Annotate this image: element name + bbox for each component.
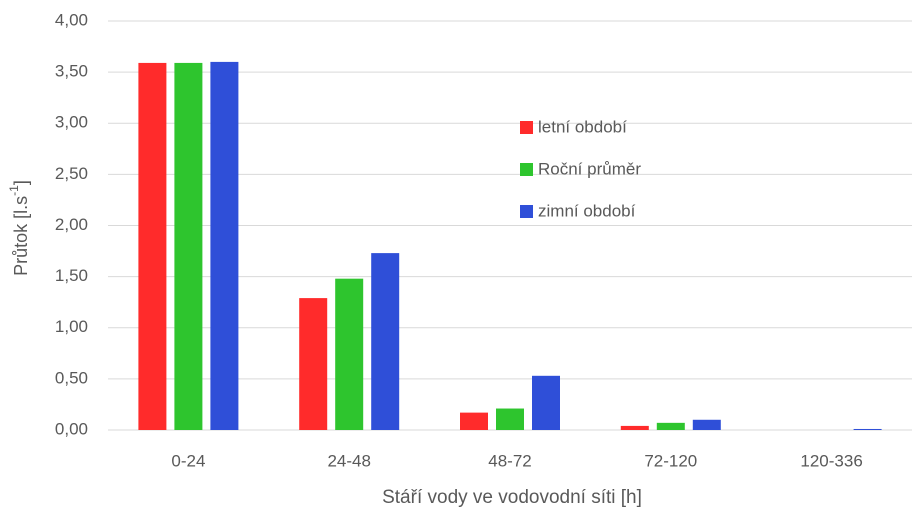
legend-label: letní období [538, 117, 627, 136]
bar [210, 61, 239, 431]
y-tick-label: 0,50 [55, 368, 88, 387]
y-tick-label: 1,00 [55, 317, 88, 336]
bar [496, 408, 524, 430]
y-tick-label: 1,50 [55, 266, 88, 285]
bar [692, 419, 721, 430]
y-tick-label: 2,50 [55, 164, 88, 183]
legend-label: zimní období [538, 201, 636, 220]
bar [656, 422, 685, 430]
bar [620, 425, 649, 430]
y-label-sup: -1 [7, 185, 21, 196]
legend-swatch [520, 163, 533, 176]
legend-swatch [520, 121, 533, 134]
y-tick-label: 4,00 [55, 10, 88, 29]
bar [335, 278, 364, 430]
x-axis-label: Stáří vody ve vodovodní síti [h] [382, 487, 642, 508]
x-tick-label: 24-48 [327, 451, 370, 470]
y-tick-label: 2,00 [55, 215, 88, 234]
y-tick-label: 0,00 [55, 419, 88, 438]
bar [532, 375, 560, 430]
y-axis-label: Průtok [l.s-1] [7, 180, 31, 276]
y-label-end: ] [11, 180, 31, 185]
bar [138, 62, 167, 431]
bar [299, 298, 328, 430]
y-tick-label: 3,50 [55, 62, 88, 81]
y-label-main: Průtok [l.s [11, 196, 31, 276]
y-tick-label: 3,00 [55, 113, 88, 132]
bar [853, 428, 882, 430]
x-tick-label: 72-120 [644, 451, 697, 470]
bar [460, 412, 488, 430]
bar [371, 253, 400, 430]
x-tick-label: 48-72 [488, 451, 531, 470]
x-tick-label: 0-24 [171, 451, 205, 470]
legend-swatch [520, 205, 533, 218]
legend-label: Roční průměr [538, 159, 641, 178]
x-tick-label: 120-336 [800, 451, 862, 470]
bar [174, 62, 203, 431]
